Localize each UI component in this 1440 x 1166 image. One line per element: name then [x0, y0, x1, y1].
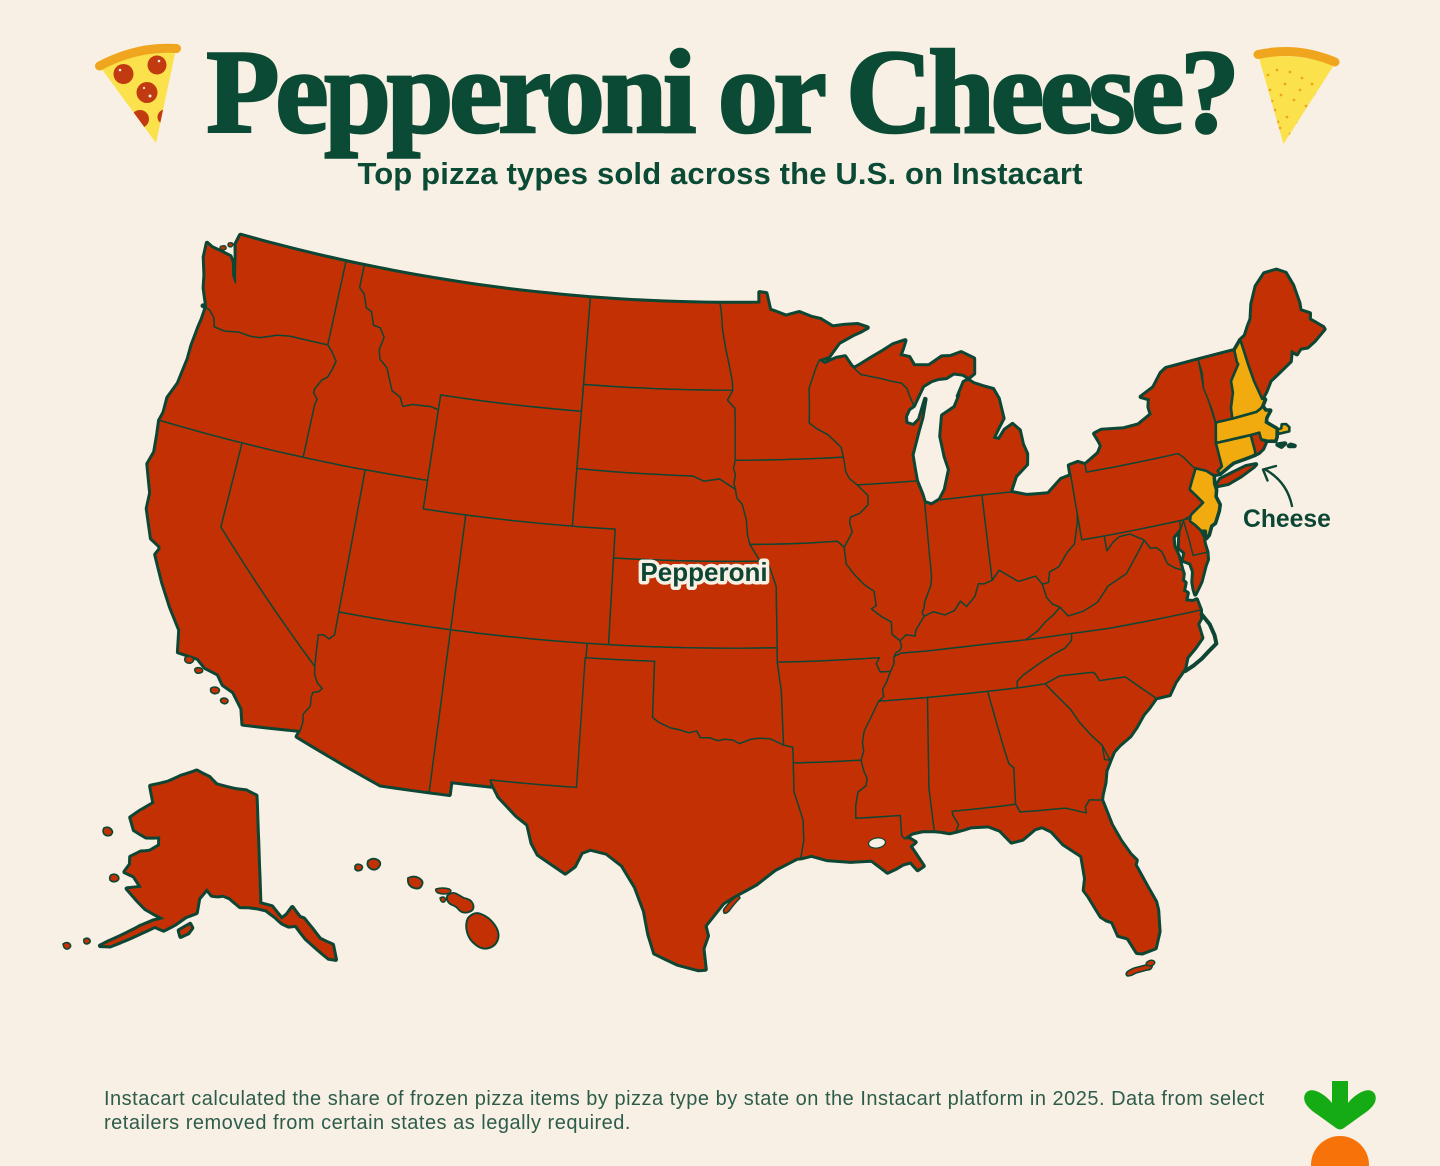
svg-text:Pepperoni: Pepperoni [640, 557, 767, 587]
svg-text:Cheese: Cheese [1243, 506, 1331, 533]
svg-text:Instacart calculated the share: Instacart calculated the share of frozen… [104, 1088, 1265, 1110]
svg-text:retailers removed from certain: retailers removed from certain states as… [104, 1112, 631, 1134]
svg-text:Pepperoni or Cheese?: Pepperoni or Cheese? [206, 25, 1235, 158]
svg-text:Top pizza types sold across th: Top pizza types sold across the U.S. on … [357, 156, 1082, 191]
